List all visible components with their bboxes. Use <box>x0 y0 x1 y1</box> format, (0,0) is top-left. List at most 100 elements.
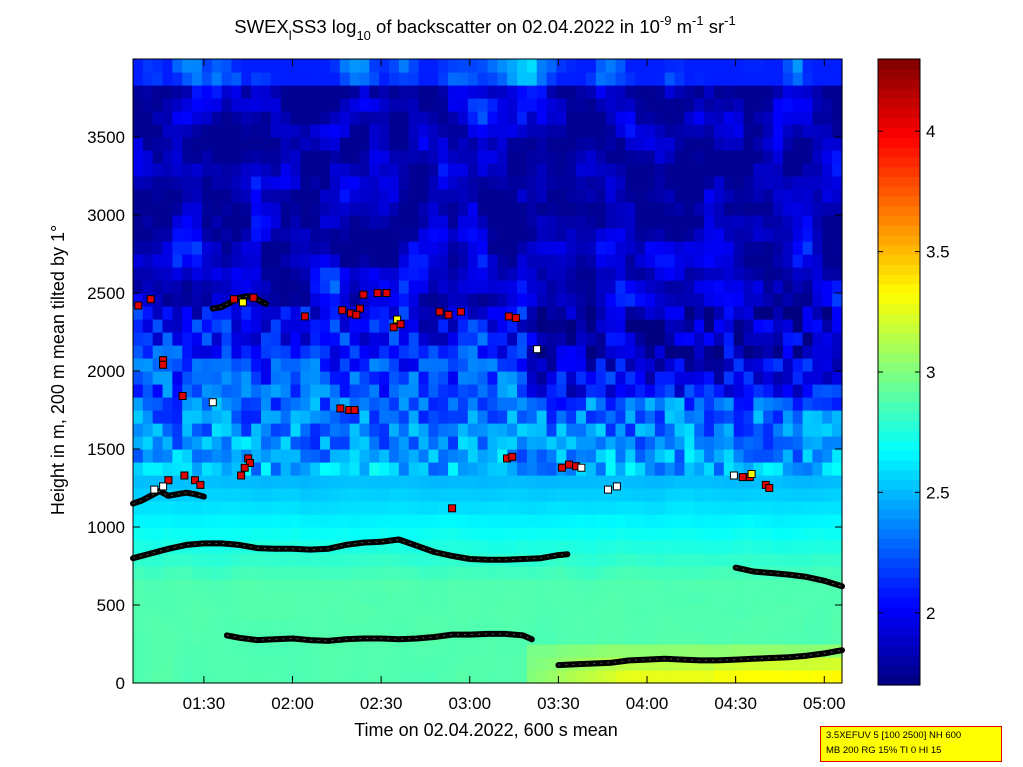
heatmap-cell <box>615 85 626 99</box>
heatmap-cell <box>566 254 577 268</box>
heatmap-cell <box>251 475 262 489</box>
heatmap-cell <box>517 228 528 242</box>
heatmap-cell <box>832 670 843 684</box>
heatmap-cell <box>625 592 636 606</box>
heatmap-cell <box>300 618 311 632</box>
heatmap-cell <box>310 306 321 320</box>
heatmap-cell <box>792 228 804 242</box>
heatmap-cell <box>270 488 282 502</box>
heatmap-cell <box>822 137 833 151</box>
heatmap-cell <box>674 371 686 385</box>
heatmap-cell <box>300 215 311 229</box>
heatmap-cell <box>517 111 528 125</box>
heatmap-cell <box>753 670 764 684</box>
heatmap-cell <box>743 98 754 112</box>
heatmap-cell <box>438 657 449 671</box>
heatmap-cell <box>467 202 479 216</box>
heatmap-cell <box>261 215 272 229</box>
heatmap-cell <box>329 358 341 372</box>
heatmap-cell <box>635 462 646 476</box>
heatmap-cell <box>379 267 390 281</box>
heatmap-cell <box>211 59 223 73</box>
heatmap-cell <box>517 462 528 476</box>
heatmap-cell <box>723 163 735 177</box>
heatmap-cell <box>389 228 400 242</box>
heatmap-cell <box>497 527 508 541</box>
heatmap-cell <box>782 501 794 515</box>
heatmap-cell <box>172 137 183 151</box>
heatmap-cell <box>172 176 183 190</box>
heatmap-cell <box>231 397 242 411</box>
heatmap-cell <box>389 618 400 632</box>
heatmap-cell <box>320 462 331 476</box>
heatmap-cell <box>635 319 646 333</box>
heatmap-cell <box>645 254 656 268</box>
heatmap-cell <box>625 228 636 242</box>
heatmap-cell <box>201 85 213 99</box>
heatmap-cell <box>802 345 814 359</box>
heatmap-cell <box>438 553 449 567</box>
heatmap-cell <box>684 644 695 658</box>
heatmap-cell <box>211 579 223 593</box>
heatmap-cell <box>536 241 548 255</box>
heatmap-cell <box>566 605 577 619</box>
heatmap-cell <box>625 553 636 567</box>
heatmap-cell <box>172 436 183 450</box>
heatmap-cell <box>280 267 292 281</box>
heatmap-cell <box>684 371 695 385</box>
heatmap-cell <box>517 293 528 307</box>
heatmap-cell <box>133 579 144 593</box>
heatmap-cell <box>526 176 538 190</box>
heatmap-cell <box>329 345 341 359</box>
heatmap-cell <box>517 254 528 268</box>
heatmap-cell <box>359 384 370 398</box>
heatmap-cell <box>694 137 705 151</box>
heatmap-cell <box>290 358 302 372</box>
heatmap-cell <box>536 358 548 372</box>
heatmap-cell <box>369 137 380 151</box>
heatmap-cell <box>379 306 390 320</box>
heatmap-cell <box>408 124 420 138</box>
heatmap-cell <box>467 228 479 242</box>
heatmap-cell <box>536 293 548 307</box>
heatmap-cell <box>822 527 833 541</box>
heatmap-cell <box>467 137 479 151</box>
heatmap-cell <box>172 202 183 216</box>
heatmap-cell <box>408 293 420 307</box>
colorbar-segment <box>878 352 920 363</box>
heatmap-cell <box>556 280 567 294</box>
heatmap-cell <box>517 566 528 580</box>
heatmap-cell <box>517 215 528 229</box>
heatmap-cell <box>428 98 439 112</box>
heatmap-cell <box>201 670 213 684</box>
heatmap-cell <box>320 150 331 164</box>
heatmap-cell <box>664 579 676 593</box>
heatmap-cell <box>763 592 774 606</box>
heatmap-cell <box>211 345 223 359</box>
heatmap-cell <box>152 436 164 450</box>
heatmap-cell <box>448 319 459 333</box>
heatmap-cell <box>704 670 715 684</box>
heatmap-cell <box>261 618 272 632</box>
heatmap-cell <box>329 293 341 307</box>
heatmap-cell <box>763 436 774 450</box>
heatmap-cell <box>398 527 410 541</box>
heatmap-cell <box>477 124 489 138</box>
heatmap-cell <box>320 332 331 346</box>
heatmap-cell <box>802 293 814 307</box>
heatmap-cell <box>664 137 676 151</box>
heatmap-cell <box>270 267 282 281</box>
heatmap-cell <box>684 657 695 671</box>
heatmap-cell <box>507 605 518 619</box>
heatmap-cell <box>251 137 262 151</box>
heatmap-cell <box>615 449 626 463</box>
heatmap-cell <box>546 579 558 593</box>
heatmap-cell <box>379 241 390 255</box>
cloud-marker <box>577 463 586 472</box>
heatmap-cell <box>585 280 597 294</box>
heatmap-cell <box>704 280 715 294</box>
heatmap-cell <box>684 605 695 619</box>
heatmap-cell <box>172 267 183 281</box>
heatmap-cell <box>704 410 715 424</box>
heatmap-cell <box>507 592 518 606</box>
